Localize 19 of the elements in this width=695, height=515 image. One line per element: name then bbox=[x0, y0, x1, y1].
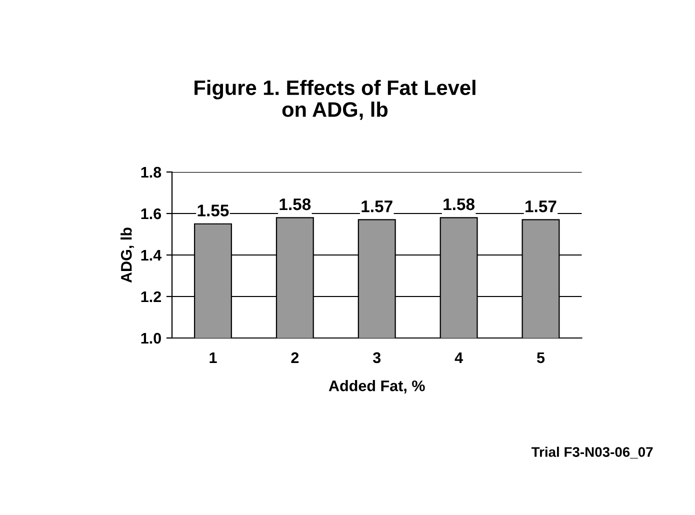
data-label: 1.58 bbox=[280, 198, 311, 210]
data-label: 1.55 bbox=[198, 204, 229, 216]
y-tick-label: 1.6 bbox=[141, 208, 162, 220]
y-tick-label: 1.2 bbox=[141, 291, 161, 302]
data-label: 1.57 bbox=[362, 200, 392, 212]
x-tick-label: 2 bbox=[291, 352, 299, 363]
data-label: 1.58 bbox=[444, 198, 475, 210]
data-label: 1.57 bbox=[526, 200, 556, 212]
x-tick-label: 1 bbox=[210, 352, 217, 363]
x-tick-label: 4 bbox=[454, 352, 463, 363]
text: Trial F3-N03-06_07 bbox=[531, 446, 653, 458]
y-tick-label: 1.0 bbox=[141, 332, 161, 344]
y-tick-label: 1.4 bbox=[141, 250, 162, 261]
x-axis-title: Added Fat, % bbox=[328, 380, 425, 394]
y-axis-title: ADG, lb bbox=[120, 228, 134, 283]
y-tick-label: 1.8 bbox=[141, 166, 162, 178]
chart-title: Figure 1. Effects of Fat Level on ADG, lb bbox=[194, 80, 476, 120]
x-tick-label: 3 bbox=[372, 352, 381, 364]
x-tick-label: 5 bbox=[536, 352, 545, 364]
